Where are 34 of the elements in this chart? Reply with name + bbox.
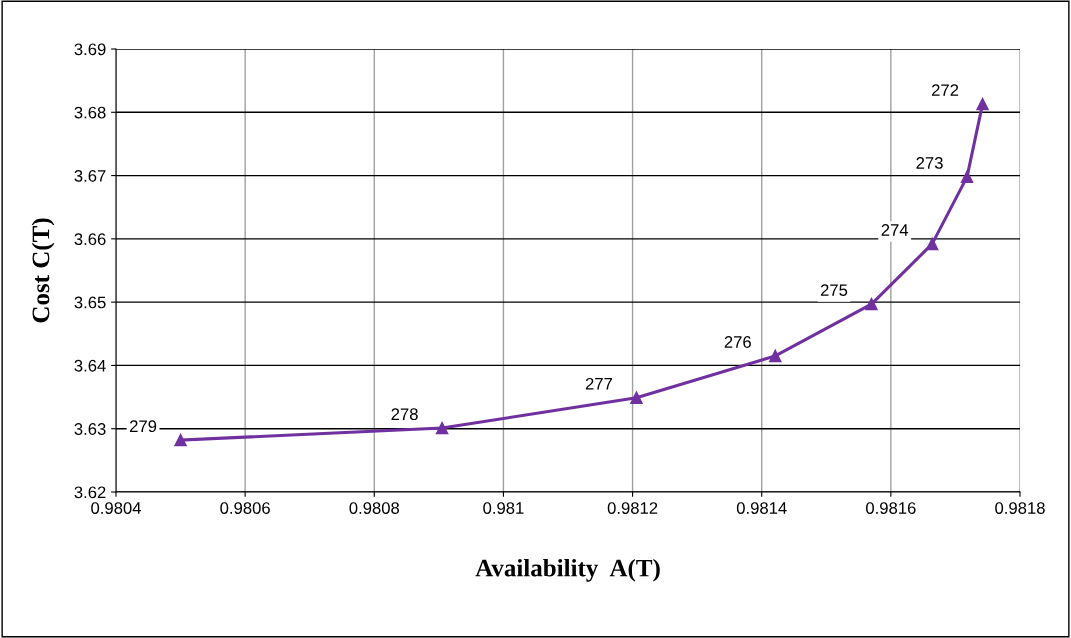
y-tick-label: 3.62 [74, 486, 106, 499]
annotation: 276 [724, 336, 751, 348]
annotation: 273 [916, 157, 943, 169]
y-tick-label: 3.65 [74, 296, 106, 309]
point [174, 433, 187, 447]
annotation: 279 [130, 420, 157, 433]
y-tick-label: 3.68 [74, 106, 106, 119]
x-axis-title: Availability A(T) [475, 558, 660, 582]
annotation: 275 [820, 284, 848, 297]
x-tick-label: 0.9804 [91, 502, 141, 514]
point [976, 97, 989, 111]
y-axis-title: Cost C(T) [31, 218, 55, 323]
annotation: 277 [585, 377, 613, 390]
y-tick-label: 3.66 [74, 233, 106, 246]
x-tick-label: 0.9818 [995, 502, 1045, 514]
point [865, 297, 878, 311]
point [769, 349, 782, 363]
x-tick-label: 0.9806 [220, 502, 270, 514]
annotation: 274 [881, 224, 909, 236]
x-tick-label: 0.981 [483, 502, 524, 514]
y-tick-label: 3.69 [74, 43, 106, 56]
point [630, 391, 643, 404]
y-tick-label: 3.63 [74, 423, 106, 435]
x-tick-label: 0.9814 [736, 502, 787, 514]
annotation: 272 [931, 84, 959, 96]
point [925, 237, 939, 251]
x-tick-label: 0.9812 [607, 502, 658, 514]
x-tick-label: 0.9816 [866, 502, 916, 514]
y-tick-label: 3.67 [74, 169, 106, 182]
y-tick-label: 3.64 [74, 359, 106, 372]
annotation: 278 [391, 408, 418, 421]
x-tick-label: 0.9808 [349, 502, 400, 514]
point [435, 421, 449, 435]
point [960, 170, 974, 184]
